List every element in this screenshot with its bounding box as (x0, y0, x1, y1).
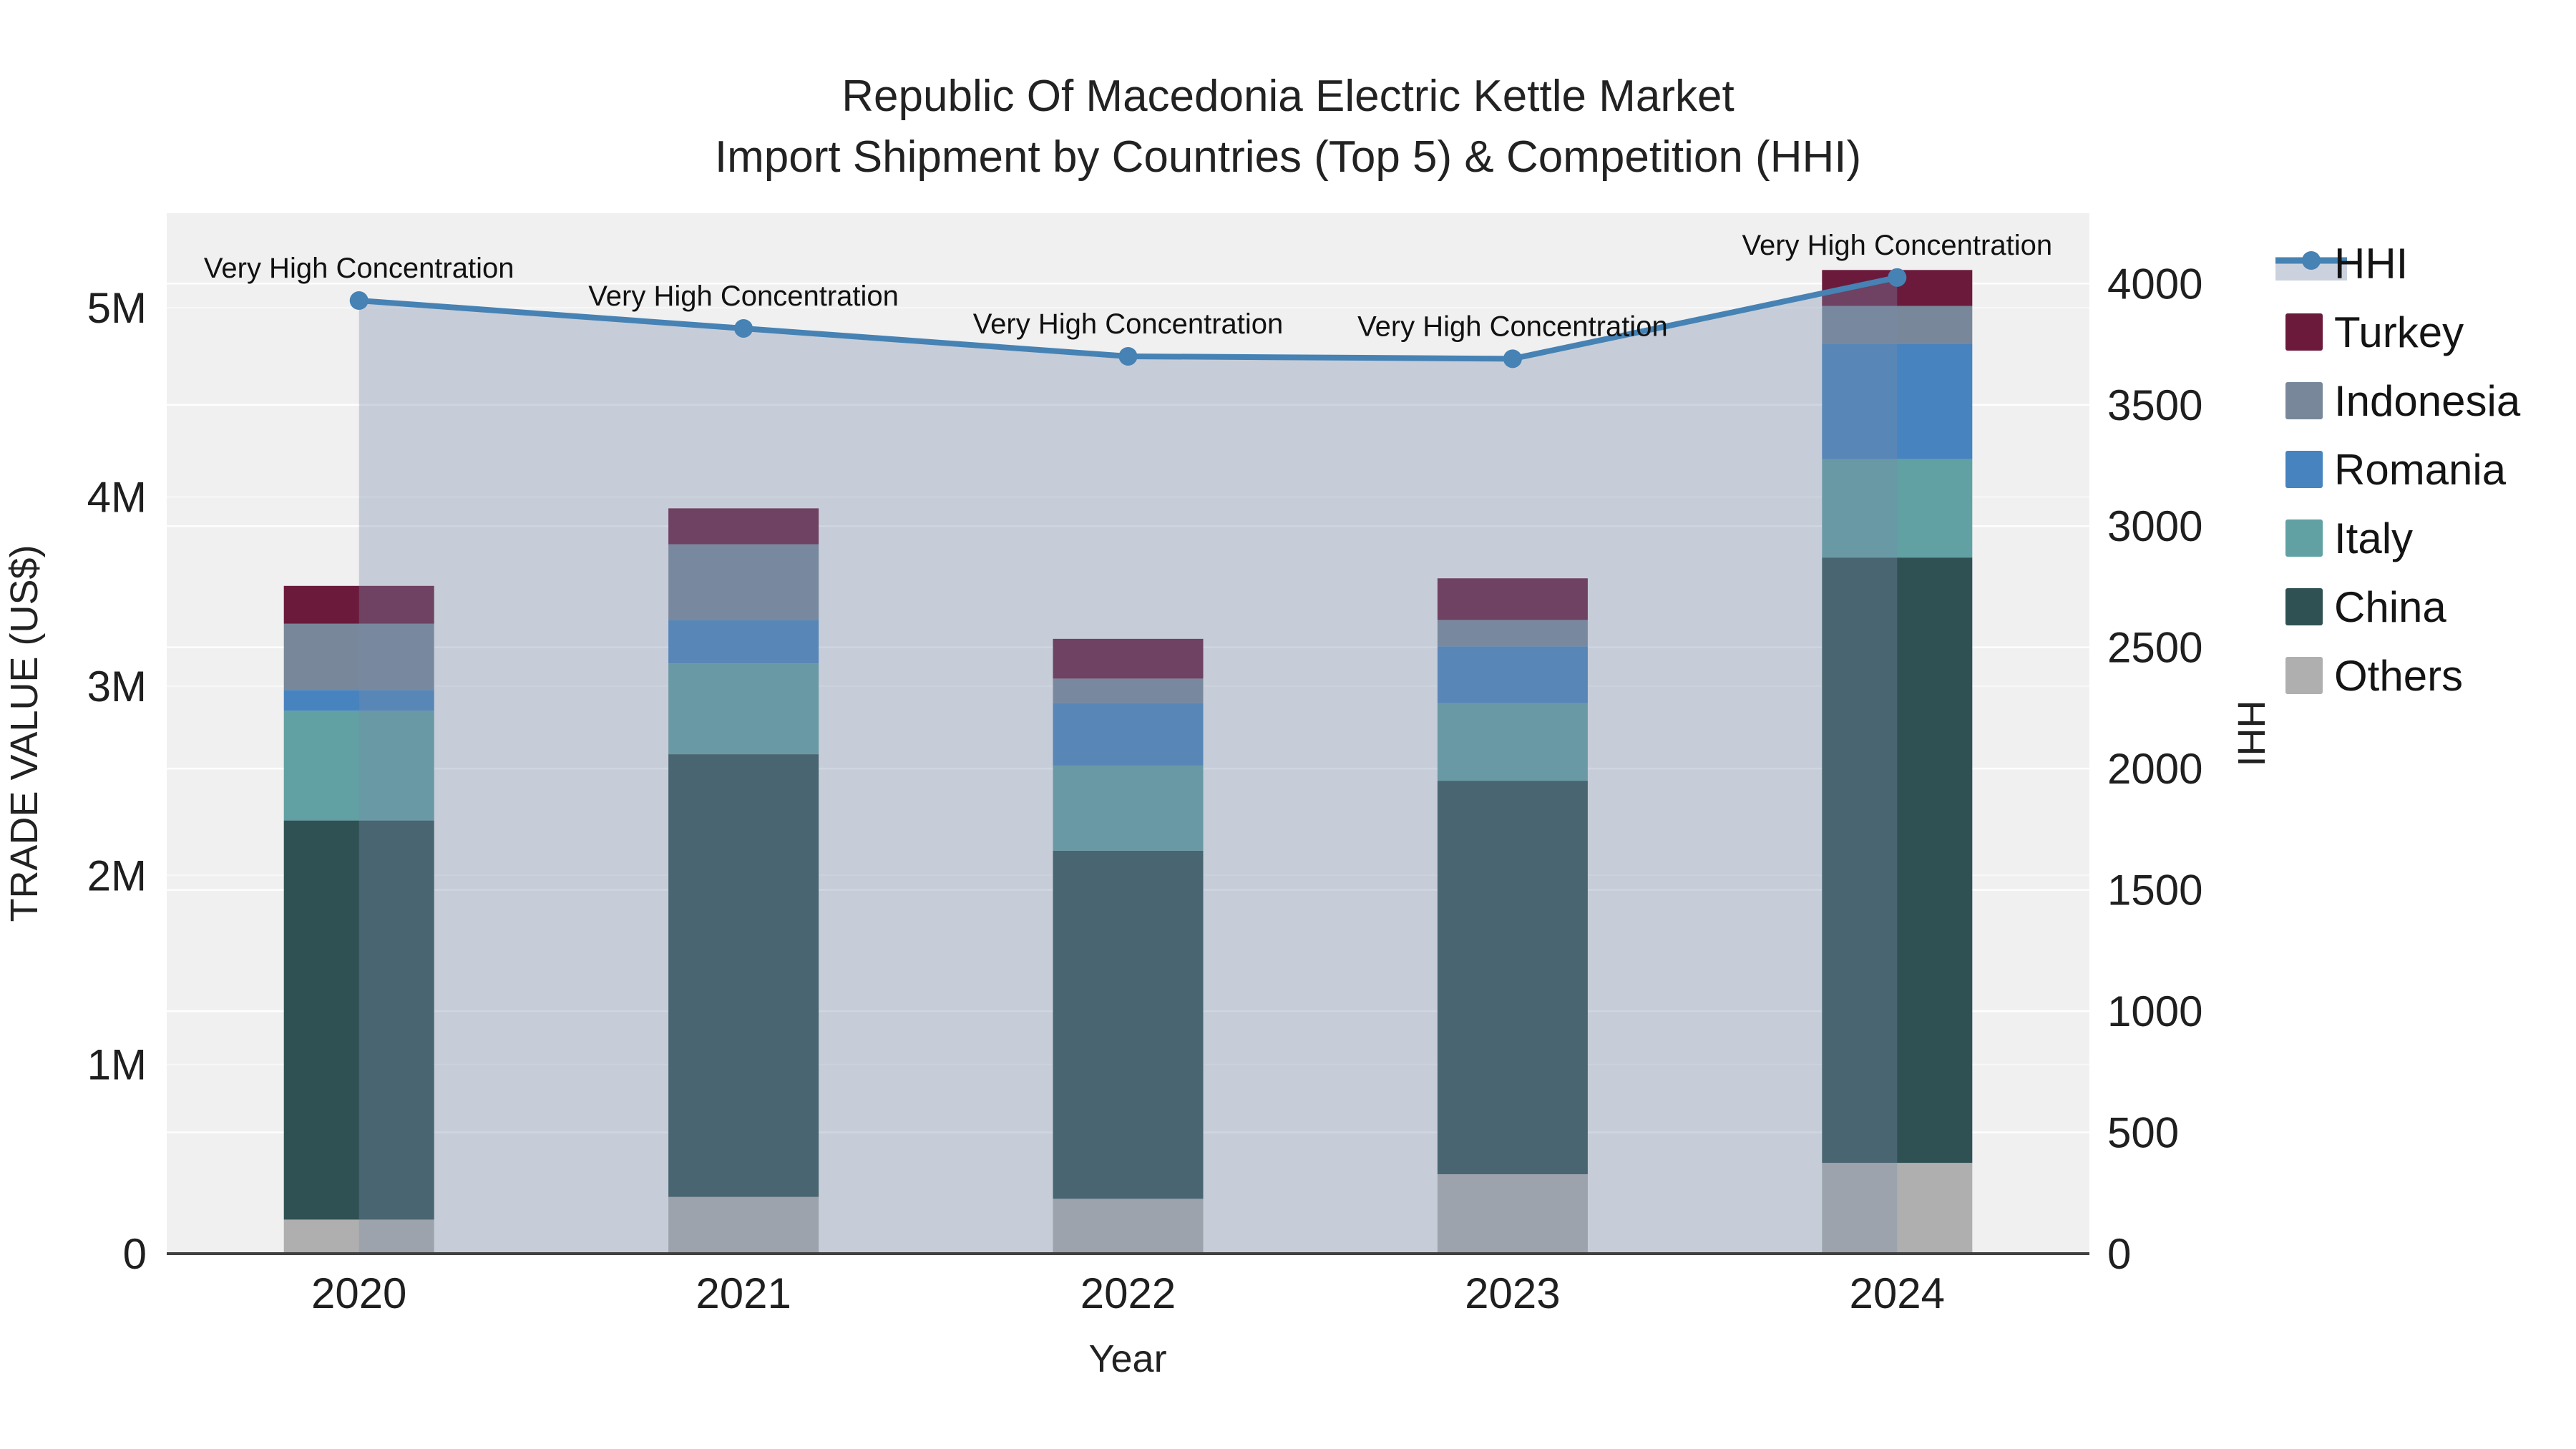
hhi-point-2023 (1503, 349, 1522, 369)
legend-label-italy: Italy (2334, 514, 2413, 562)
bar-segment-china-2022 (1053, 850, 1204, 1199)
annotations: Very High Concentration Very High Concent… (204, 230, 2052, 343)
y-right-tick-500: 500 (2107, 1109, 2179, 1157)
bar-segment-others-2023 (1437, 1174, 1588, 1254)
hhi-point-2021 (734, 318, 753, 338)
hhi-point-2024 (1888, 268, 1907, 287)
y-left-tick-3M: 3M (87, 663, 147, 711)
bar-segment-others-2020 (283, 1219, 434, 1254)
bar-segment-indonesia-2020 (283, 623, 434, 691)
bar-segment-china-2024 (1822, 557, 1973, 1163)
legend-label-china: China (2334, 583, 2446, 631)
x-tick-2020: 2020 (311, 1269, 406, 1317)
legend-item-others[interactable]: Others (2285, 652, 2463, 700)
legend-item-turkey[interactable]: Turkey (2285, 308, 2464, 356)
annotation-2023: Very High Concentration (1357, 311, 1668, 342)
bar-segment-italy-2024 (1822, 459, 1973, 558)
bar-segment-others-2024 (1822, 1163, 1973, 1254)
legend-item-romania[interactable]: Romania (2285, 446, 2507, 494)
bar-segment-others-2022 (1053, 1199, 1204, 1254)
y-left-tick-0: 0 (123, 1230, 147, 1278)
y-left-tick-4M: 4M (87, 474, 147, 522)
y-right-tick-2000: 2000 (2107, 745, 2202, 793)
legend-item-china[interactable]: China (2285, 583, 2446, 631)
x-tick-2021: 2021 (696, 1269, 791, 1317)
hhi-area-fill (358, 277, 1898, 1254)
bar-segment-turkey-2021 (668, 508, 819, 545)
y-left-axis-title: TRADE VALUE (US$) (3, 545, 46, 922)
bar-segment-turkey-2020 (283, 585, 434, 624)
tick-labels: 0 1M 2M 3M 4M 5M 0 500 1000 1500 2000 2500 3000 3500 4… (87, 260, 2203, 1317)
bar-segment-turkey-2023 (1437, 578, 1588, 620)
bar-segment-romania-2021 (668, 620, 819, 664)
stacked-bars (283, 270, 1973, 1254)
annotation-2022: Very High Concentration (973, 308, 1284, 340)
y-left-tick-5M: 5M (87, 284, 147, 332)
annotation-2020: Very High Concentration (204, 253, 514, 284)
y-right-tick-1500: 1500 (2107, 867, 2202, 914)
legend-item-italy[interactable]: Italy (2285, 514, 2413, 562)
x-tick-2024: 2024 (1850, 1269, 1945, 1317)
bar-segment-indonesia-2022 (1053, 678, 1204, 703)
hhi-point-2022 (1118, 346, 1138, 366)
bar-segment-indonesia-2021 (668, 544, 819, 620)
legend-swatch-italy (2285, 519, 2323, 557)
annotation-2021: Very High Concentration (588, 280, 899, 312)
hhi-line (349, 268, 1907, 369)
bar-segment-turkey-2022 (1053, 638, 1204, 679)
bar-segment-italy-2022 (1053, 765, 1204, 851)
y-right-tick-3000: 3000 (2107, 502, 2202, 550)
legend-item-indonesia[interactable]: Indonesia (2285, 377, 2521, 425)
chart-title-line2: Import Shipment by Countries (Top 5) & C… (715, 132, 1861, 182)
legend-item-hhi[interactable]: HHI (2275, 240, 2408, 288)
legend-hhi-marker-dot (2302, 251, 2321, 270)
hhi-point-2020 (349, 291, 369, 311)
legend-label-others: Others (2334, 652, 2463, 700)
legend-label-romania: Romania (2334, 446, 2507, 494)
legend-swatch-china (2285, 588, 2323, 625)
legend-swatch-turkey (2285, 313, 2323, 351)
y-left-tick-1M: 1M (87, 1041, 147, 1089)
y-right-tick-2500: 2500 (2107, 624, 2202, 672)
bar-segment-others-2021 (668, 1196, 819, 1254)
bar-segment-romania-2024 (1822, 343, 1973, 459)
x-tick-2023: 2023 (1465, 1269, 1560, 1317)
chart-title-line1: Republic Of Macedonia Electric Kettle Ma… (841, 72, 1734, 121)
legend-swatch-others (2285, 657, 2323, 694)
y-right-tick-3500: 3500 (2107, 381, 2202, 429)
y-right-tick-4000: 4000 (2107, 260, 2202, 308)
bar-segment-china-2021 (668, 754, 819, 1197)
y-right-tick-0: 0 (2107, 1230, 2131, 1278)
y-right-tick-1000: 1000 (2107, 987, 2202, 1035)
bar-segment-romania-2023 (1437, 646, 1588, 703)
legend-swatch-indonesia (2285, 382, 2323, 419)
legend-label-indonesia: Indonesia (2334, 377, 2521, 425)
y-right-axis-title: HHI (2230, 701, 2273, 767)
bar-segment-china-2023 (1437, 781, 1588, 1174)
legend-label-hhi: HHI (2334, 240, 2408, 288)
bar-segment-italy-2021 (668, 663, 819, 755)
bar-segment-china-2020 (283, 820, 434, 1220)
x-tick-2022: 2022 (1080, 1269, 1176, 1317)
legend-label-turkey: Turkey (2334, 308, 2464, 356)
legend: HHI Turkey Indonesia Romania Italy China Other… (2275, 240, 2521, 700)
annotation-2024: Very High Concentration (1742, 230, 2053, 261)
bar-segment-romania-2022 (1053, 703, 1204, 766)
bar-segment-romania-2020 (283, 690, 434, 711)
bar-segment-indonesia-2023 (1437, 620, 1588, 647)
bar-segment-italy-2020 (283, 711, 434, 821)
bar-segment-indonesia-2024 (1822, 306, 1973, 344)
legend-swatch-romania (2285, 451, 2323, 488)
bar-segment-italy-2023 (1437, 703, 1588, 781)
y-left-tick-2M: 2M (87, 852, 147, 899)
x-axis-title: Year (1088, 1337, 1166, 1380)
hhi-area-polygon (358, 277, 1898, 1254)
